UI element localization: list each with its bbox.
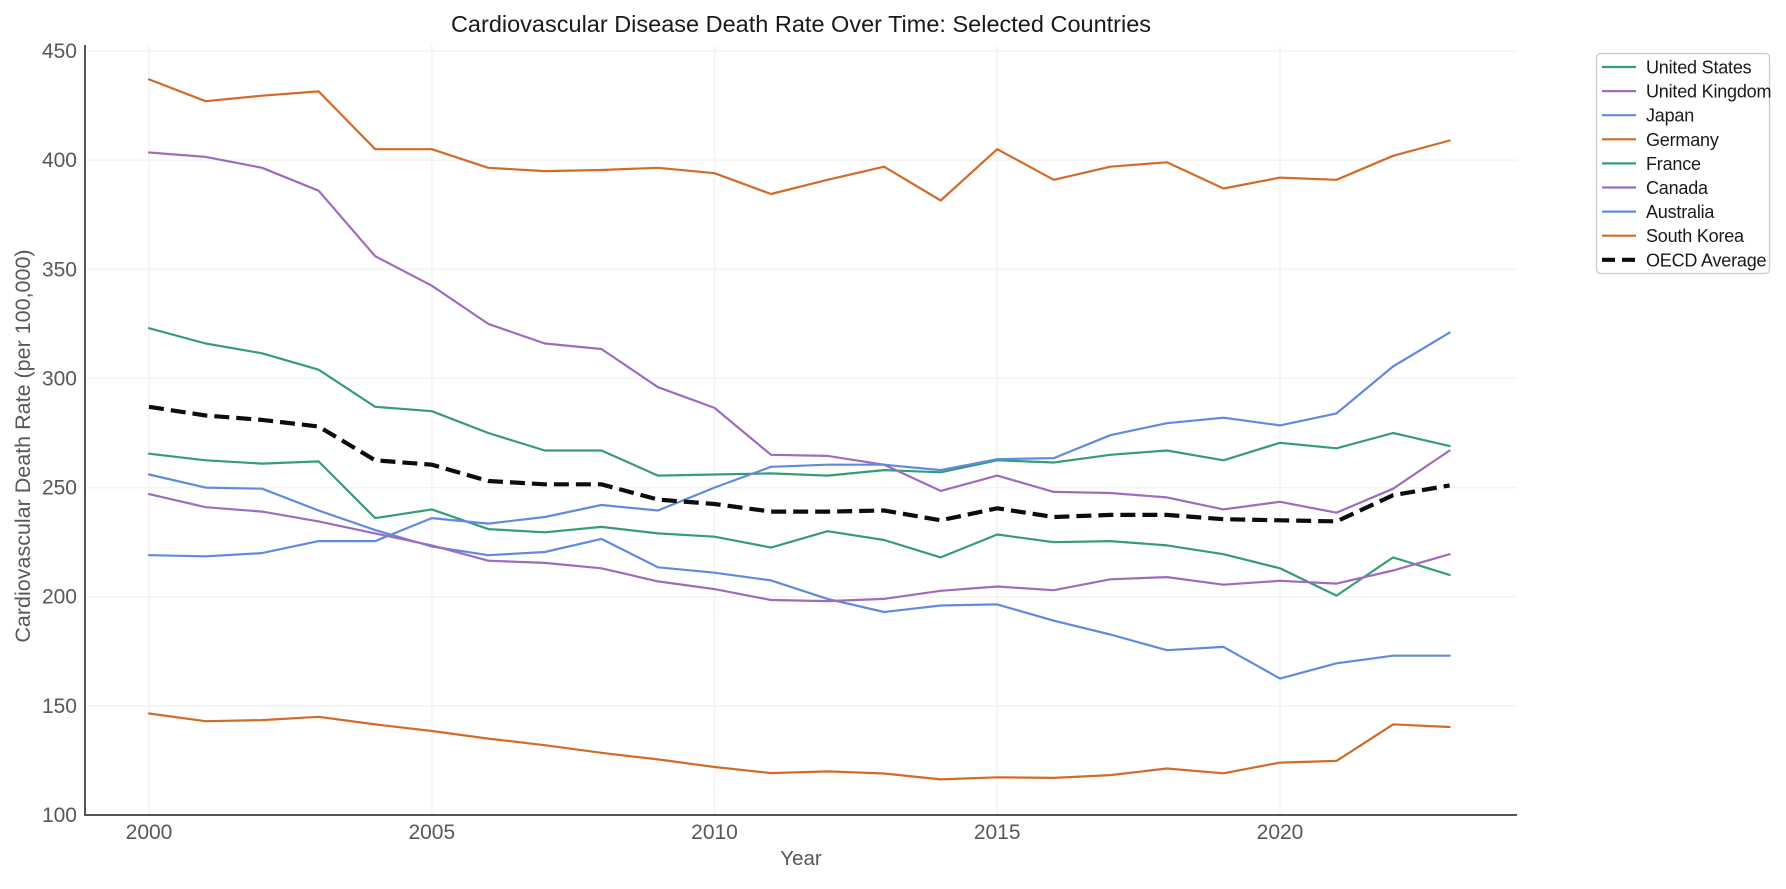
svg-text:United States: United States xyxy=(1646,58,1752,78)
svg-text:200: 200 xyxy=(42,586,77,609)
svg-text:2000: 2000 xyxy=(126,821,173,844)
svg-text:Australia: Australia xyxy=(1646,202,1715,222)
svg-text:2010: 2010 xyxy=(691,821,738,844)
svg-text:OECD Average: OECD Average xyxy=(1646,250,1767,270)
svg-text:Japan: Japan xyxy=(1646,106,1694,126)
svg-text:350: 350 xyxy=(42,258,77,281)
svg-text:450: 450 xyxy=(42,40,77,63)
svg-text:France: France xyxy=(1646,154,1701,174)
svg-text:400: 400 xyxy=(42,149,77,172)
svg-text:2005: 2005 xyxy=(408,821,455,844)
svg-text:2020: 2020 xyxy=(1257,821,1304,844)
svg-text:Cardiovascular Disease Death R: Cardiovascular Disease Death Rate Over T… xyxy=(451,11,1151,37)
svg-text:United Kingdom: United Kingdom xyxy=(1646,82,1771,102)
svg-text:Canada: Canada xyxy=(1646,178,1709,198)
svg-text:Year: Year xyxy=(780,847,822,870)
svg-text:250: 250 xyxy=(42,477,77,500)
svg-text:2015: 2015 xyxy=(974,821,1021,844)
svg-text:Cardiovascular Death Rate (per: Cardiovascular Death Rate (per 100,000) xyxy=(11,249,35,642)
svg-text:300: 300 xyxy=(42,367,77,390)
svg-text:100: 100 xyxy=(42,804,77,827)
svg-text:150: 150 xyxy=(42,695,77,718)
svg-text:Germany: Germany xyxy=(1646,130,1719,150)
svg-text:South Korea: South Korea xyxy=(1646,226,1745,246)
